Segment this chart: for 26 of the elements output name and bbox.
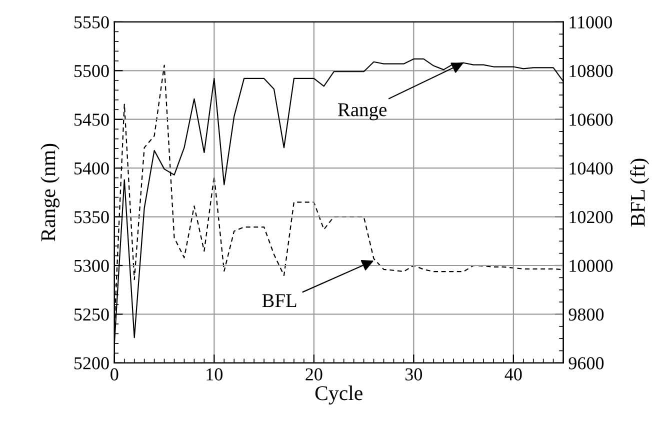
y2-tick-label: 10600 bbox=[570, 114, 613, 126]
y2-tick-label: 10200 bbox=[570, 211, 613, 224]
y2-tick-label: 10800 bbox=[570, 64, 613, 78]
y2-tick-label: 9600 bbox=[568, 357, 604, 370]
y-tick-label: 5550 bbox=[74, 16, 109, 28]
x-tick-label: 30 bbox=[406, 368, 422, 380]
y-tick-label: 5500 bbox=[74, 64, 109, 78]
annotation: Range bbox=[338, 103, 386, 120]
x-tick-label: 10 bbox=[206, 368, 222, 380]
y2-axis-title: BFL (ft) bbox=[630, 158, 650, 226]
annotation: BFL bbox=[262, 294, 296, 308]
y-tick-label: 5400 bbox=[74, 162, 109, 175]
x-tick-label: 20 bbox=[306, 368, 322, 380]
y2-tick-label: 9800 bbox=[568, 308, 604, 321]
y-tick-label: 5250 bbox=[74, 308, 109, 321]
y-tick-label: 5450 bbox=[74, 114, 109, 126]
y2-tick-label: 10000 bbox=[570, 260, 613, 272]
x-axis-title: Cycle bbox=[315, 386, 362, 404]
y-axis-title: Range (nm) bbox=[40, 144, 60, 242]
y-tick-label: 5300 bbox=[74, 260, 109, 272]
y2-tick-label: 11000 bbox=[570, 16, 612, 28]
x-tick-label: 40 bbox=[504, 368, 522, 380]
x-tick-label: 0 bbox=[110, 368, 118, 380]
y2-tick-label: 10400 bbox=[570, 162, 613, 175]
y-tick-label: 5350 bbox=[74, 211, 109, 224]
y-tick-label: 5200 bbox=[74, 357, 109, 370]
